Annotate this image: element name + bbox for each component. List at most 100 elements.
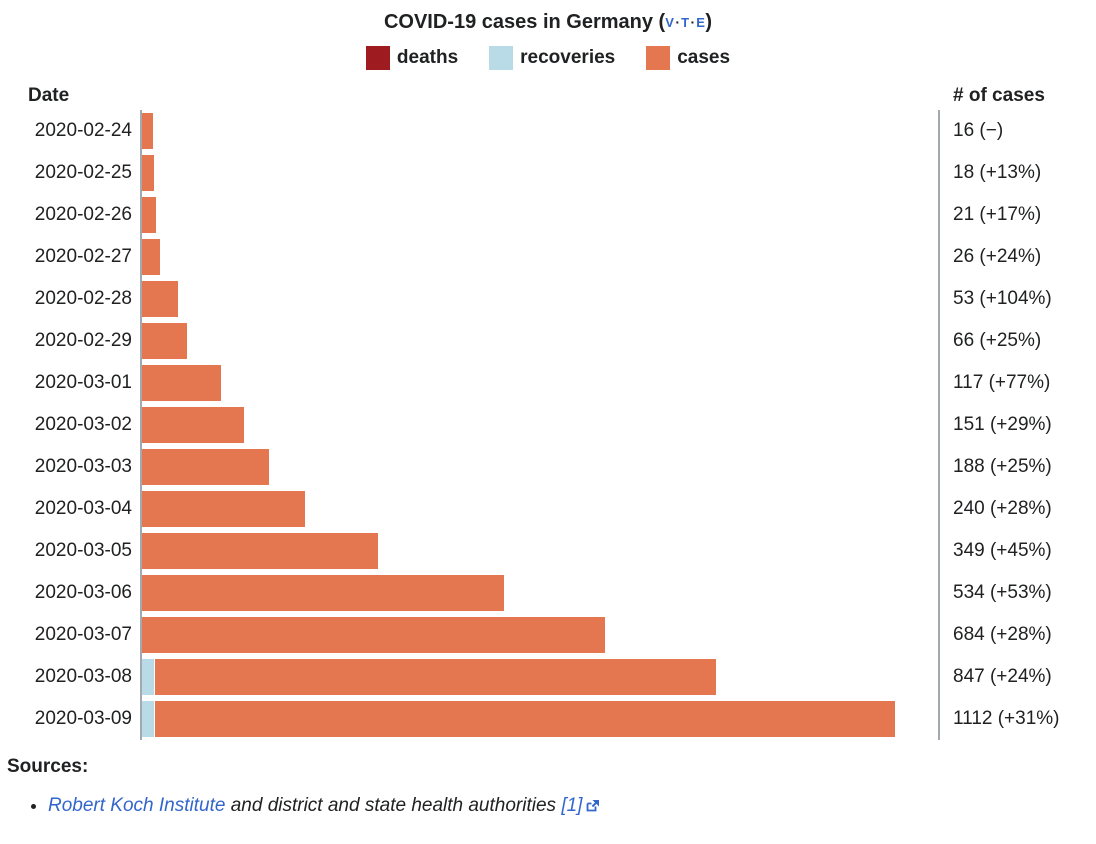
row-bar-cell: [140, 278, 940, 320]
row-date-label: 2020-03-03: [34, 456, 132, 477]
row-bar-cell: [140, 446, 940, 488]
navbar-talk-link[interactable]: t: [681, 15, 690, 30]
cases-column-header: # of cases: [953, 85, 1045, 106]
row-date-label: 2020-02-24: [34, 120, 132, 141]
vte-navbar: (v·t·e): [659, 11, 712, 33]
source-item: Robert Koch Institute and district and s…: [48, 791, 1096, 821]
row-date-label: 2020-03-07: [34, 624, 132, 645]
cases-chart: Date # of cases 2020-02-24 16 (−) 2020-0…: [0, 82, 1096, 740]
chart-row: 2020-03-01 117 (+77%): [0, 362, 1096, 404]
row-bar-cell: [140, 236, 940, 278]
bar-cases-segment: [142, 197, 156, 233]
row-bar-cell: [140, 572, 940, 614]
row-cases-value: 534 (+53%): [953, 582, 1052, 603]
bar-cases-segment: [142, 491, 305, 527]
legend-item: deaths: [365, 46, 459, 70]
reference-link[interactable]: [1]: [561, 795, 583, 816]
chart-row: 2020-02-28 53 (+104%): [0, 278, 1096, 320]
row-cases-value: 1112 (+31%): [953, 708, 1060, 729]
bar-cases-segment: [142, 449, 269, 485]
row-cases-value: 188 (+25%): [953, 456, 1052, 477]
row-cases-value: 151 (+29%): [953, 414, 1052, 435]
legend-swatch-deaths: [365, 46, 390, 70]
bar-cases-segment: [142, 113, 153, 149]
row-date-label: 2020-03-06: [34, 582, 132, 603]
row-bar-cell: [140, 404, 940, 446]
chart-header-row: Date # of cases: [0, 82, 1096, 110]
row-bar-cell: [140, 530, 940, 572]
legend-label: deaths: [396, 47, 459, 68]
row-date-label: 2020-03-08: [34, 666, 132, 687]
chart-row: 2020-02-24 16 (−): [0, 110, 1096, 152]
chart-legend: deaths recoveries cases: [0, 45, 1096, 71]
row-date-label: 2020-02-29: [34, 330, 132, 351]
navbar-view-link[interactable]: v: [665, 15, 675, 30]
row-bar-cell: [140, 656, 940, 698]
row-date-label: 2020-02-26: [34, 204, 132, 225]
date-column-header: Date: [28, 85, 70, 106]
bar-cases-segment: [155, 659, 716, 695]
row-date-label: 2020-02-28: [34, 288, 132, 309]
chart-row: 2020-03-04 240 (+28%): [0, 488, 1096, 530]
row-cases-value: 66 (+25%): [953, 330, 1042, 351]
navbar-separator: ·: [675, 14, 681, 30]
navbar-edit-link[interactable]: e: [696, 15, 706, 30]
bar-recoveries-segment: [142, 701, 154, 737]
chart-row: 2020-02-29 66 (+25%): [0, 320, 1096, 362]
row-bar-cell: [140, 110, 940, 152]
row-cases-value: 26 (+24%): [953, 246, 1042, 267]
bar-cases-segment: [142, 407, 244, 443]
row-bar-cell: [140, 320, 940, 362]
row-date-label: 2020-03-01: [34, 372, 132, 393]
legend-label: recoveries: [520, 47, 616, 68]
bar-cases-segment: [142, 323, 187, 359]
row-bar-cell: [140, 488, 940, 530]
row-cases-value: 684 (+28%): [953, 624, 1052, 645]
chart-row: 2020-02-26 21 (+17%): [0, 194, 1096, 236]
chart-row: 2020-03-02 151 (+29%): [0, 404, 1096, 446]
chart-title: COVID-19 cases in Germany: [383, 11, 653, 33]
row-date-label: 2020-02-25: [34, 162, 132, 183]
chart-rows: 2020-02-24 16 (−) 2020-02-25 18 (+13%) 2…: [0, 110, 1096, 740]
row-bar-cell: [140, 362, 940, 404]
bar-cases-segment: [155, 701, 895, 737]
row-date-label: 2020-03-09: [34, 708, 132, 729]
row-cases-value: 847 (+24%): [953, 666, 1052, 687]
chart-row: 2020-03-09 1112 (+31%): [0, 698, 1096, 740]
row-cases-value: 53 (+104%): [953, 288, 1052, 309]
bar-cases-segment: [142, 365, 221, 401]
rki-link[interactable]: Robert Koch Institute: [48, 795, 226, 816]
chart-page: COVID-19 cases in Germany (v·t·e) deaths…: [0, 0, 1096, 821]
sources-section: Sources: Robert Koch Institute and distr…: [0, 756, 1096, 821]
row-cases-value: 16 (−): [953, 120, 1004, 141]
row-date-label: 2020-03-04: [34, 498, 132, 519]
chart-row: 2020-03-06 534 (+53%): [0, 572, 1096, 614]
row-date-label: 2020-02-27: [34, 246, 132, 267]
row-bar-cell: [140, 194, 940, 236]
bar-cases-segment: [142, 281, 178, 317]
navbar-paren-close: ): [705, 11, 713, 33]
chart-row: 2020-03-07 684 (+28%): [0, 614, 1096, 656]
chart-row: 2020-02-25 18 (+13%): [0, 152, 1096, 194]
row-cases-value: 240 (+28%): [953, 498, 1052, 519]
bar-cases-segment: [142, 533, 378, 569]
external-link-icon[interactable]: [586, 799, 600, 812]
row-bar-cell: [140, 152, 940, 194]
chart-row: 2020-03-03 188 (+25%): [0, 446, 1096, 488]
row-cases-value: 21 (+17%): [953, 204, 1042, 225]
row-bar-cell: [140, 698, 940, 740]
row-date-label: 2020-03-02: [34, 414, 132, 435]
navbar-separator: ·: [690, 14, 696, 30]
legend-item: recoveries: [489, 46, 615, 70]
chart-title-row: COVID-19 cases in Germany (v·t·e): [0, 9, 1096, 36]
chart-row: 2020-03-05 349 (+45%): [0, 530, 1096, 572]
row-date-label: 2020-03-05: [34, 540, 132, 561]
sources-list: Robert Koch Institute and district and s…: [7, 791, 1096, 821]
source-item-text: and district and state health authoritie…: [225, 795, 562, 816]
bar-cases-segment: [142, 239, 160, 275]
row-cases-value: 349 (+45%): [953, 540, 1052, 561]
bar-cases-segment: [142, 617, 605, 653]
legend-item: cases: [646, 46, 730, 70]
legend-swatch-recoveries: [489, 46, 514, 70]
bar-cases-segment: [142, 575, 504, 611]
